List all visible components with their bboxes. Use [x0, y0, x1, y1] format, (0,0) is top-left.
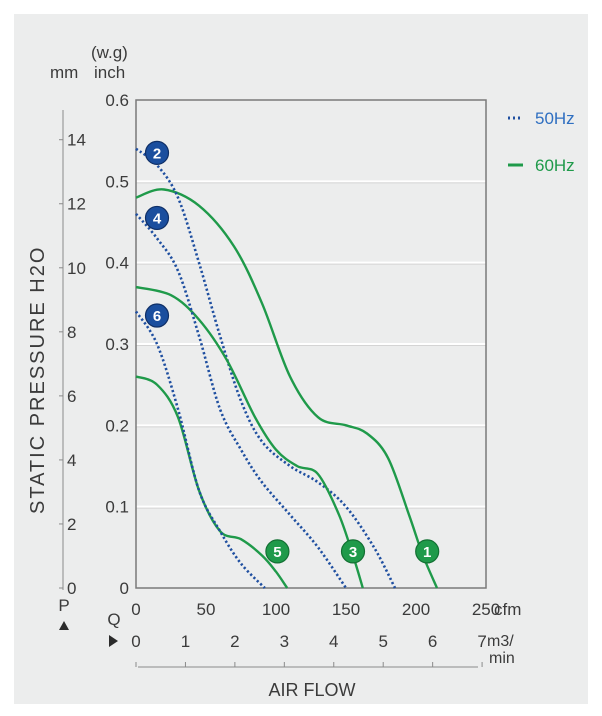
mm-tick-label: 0: [67, 579, 76, 598]
y-axis-title: STATIC PRESSURE H2O: [27, 246, 49, 514]
curve-badge-1: [415, 539, 440, 564]
inch-tick-label: 0.6: [105, 91, 129, 110]
curve-badge-3: [340, 539, 366, 564]
legend: 50Hz 60Hz: [508, 109, 575, 175]
legend-60hz-label: 60Hz: [535, 156, 575, 175]
inch-tick-label: 0.2: [105, 416, 129, 435]
m3-unit-label: m3/: [487, 633, 514, 650]
mm-tick-label: 14: [67, 131, 86, 150]
inch-tick-label: 0.3: [105, 335, 129, 354]
curve-badge-label-6: 6: [153, 308, 161, 325]
curve-badge-4: [144, 205, 170, 231]
m3-tick-label: 5: [378, 632, 387, 651]
mm-tick-label: 10: [67, 259, 86, 278]
min-unit-label: min: [489, 650, 515, 667]
m3-tick-label: 7: [477, 632, 486, 651]
series-line-6: [134, 310, 266, 589]
series-layer: 1 2 3 4 5 6: [134, 140, 440, 589]
series-line-4: [135, 213, 348, 589]
mm-tick-label: 12: [67, 195, 86, 214]
curve-badge-6: [144, 303, 170, 328]
legend-50hz-label: 50Hz: [535, 109, 575, 128]
mm-tick-label: 2: [67, 515, 76, 534]
m3-tick-label: 6: [428, 632, 437, 651]
cfm-unit-label: cfm: [494, 600, 521, 619]
cfm-tick-label: 100: [262, 600, 290, 619]
curve-badge-label-1: 1: [423, 544, 431, 561]
inch-tick-label: 0.5: [105, 172, 129, 191]
x-axis-title: AIR FLOW: [268, 680, 355, 700]
inch-tick-label: 0: [120, 579, 129, 598]
curve-badge-label-4: 4: [153, 210, 162, 227]
curve-badge-2: [144, 140, 170, 165]
series-line-5: [135, 375, 289, 589]
m3-tick-label: 0: [131, 632, 140, 651]
q-axis-letter: Q: [107, 610, 120, 629]
series-line-2: [135, 147, 397, 589]
mm-unit-label: mm: [50, 63, 78, 82]
p-axis-letter: P: [58, 596, 69, 615]
mm-tick-label: 8: [67, 323, 76, 342]
inch-tick-label: 0.4: [105, 254, 129, 273]
plot-border: [135, 99, 487, 589]
cfm-tick-label: 250: [472, 600, 500, 619]
q-arrow-icon: [109, 635, 118, 647]
cfm-tick-label: 50: [197, 600, 216, 619]
p-arrow-icon: [59, 621, 69, 630]
m3-tick-label: 4: [329, 632, 338, 651]
series-line-1: [135, 188, 439, 589]
m3-tick-label: 1: [181, 632, 190, 651]
mm-tick-label: 6: [67, 387, 76, 406]
wg-unit-label: (w.g): [91, 43, 128, 62]
m3-tick-label: 3: [280, 632, 289, 651]
curve-badge-label-2: 2: [153, 145, 161, 162]
gridlines: [136, 180, 486, 509]
curve-badge-label-5: 5: [273, 544, 281, 561]
m3-tick-label: 2: [230, 632, 239, 651]
mm-tick-label: 4: [67, 451, 76, 470]
curve-badge-label-3: 3: [349, 544, 357, 561]
cfm-tick-label: 150: [332, 600, 360, 619]
inch-unit-label: inch: [94, 63, 125, 82]
inch-tick-label: 0.1: [105, 498, 129, 517]
cfm-tick-label: 0: [131, 600, 140, 619]
curve-badge-5: [265, 539, 290, 564]
series-line-3: [135, 285, 364, 589]
cfm-tick-label: 200: [402, 600, 430, 619]
